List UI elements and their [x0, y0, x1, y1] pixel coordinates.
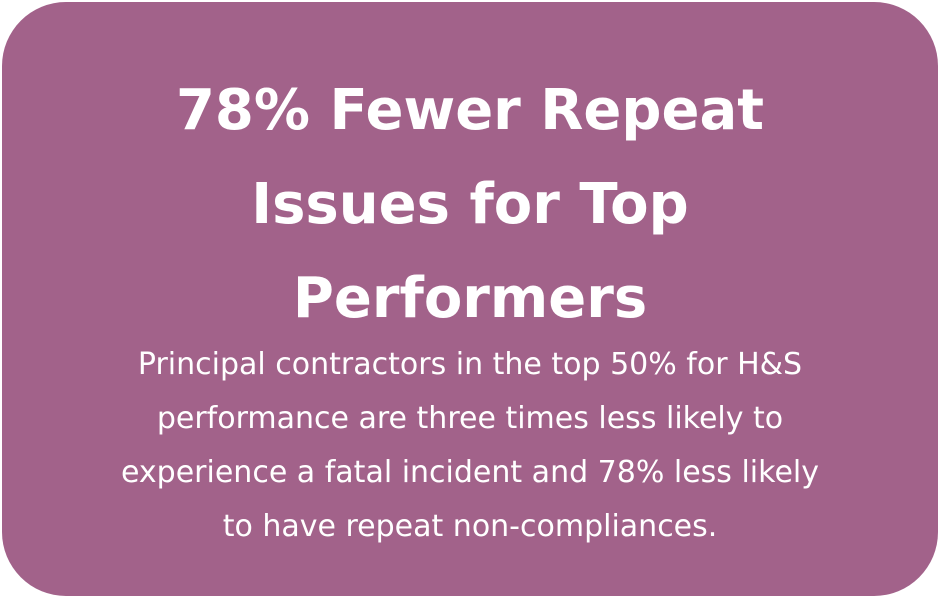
body-line: performance are three times less likely … — [156, 401, 784, 436]
card-title: 78% Fewer Repeat Issues for Top Performers — [2, 64, 938, 346]
title-line: Issues for Top — [251, 172, 689, 237]
body-line: Principal contractors in the top 50% for… — [137, 347, 803, 382]
title-line: 78% Fewer Repeat — [175, 78, 765, 143]
body-line: experience a fatal incident and 78% less… — [121, 455, 819, 490]
card-body: Principal contractors in the top 50% for… — [2, 338, 938, 554]
title-line: Performers — [292, 266, 648, 331]
body-line: to have repeat non-compliances. — [222, 509, 718, 544]
